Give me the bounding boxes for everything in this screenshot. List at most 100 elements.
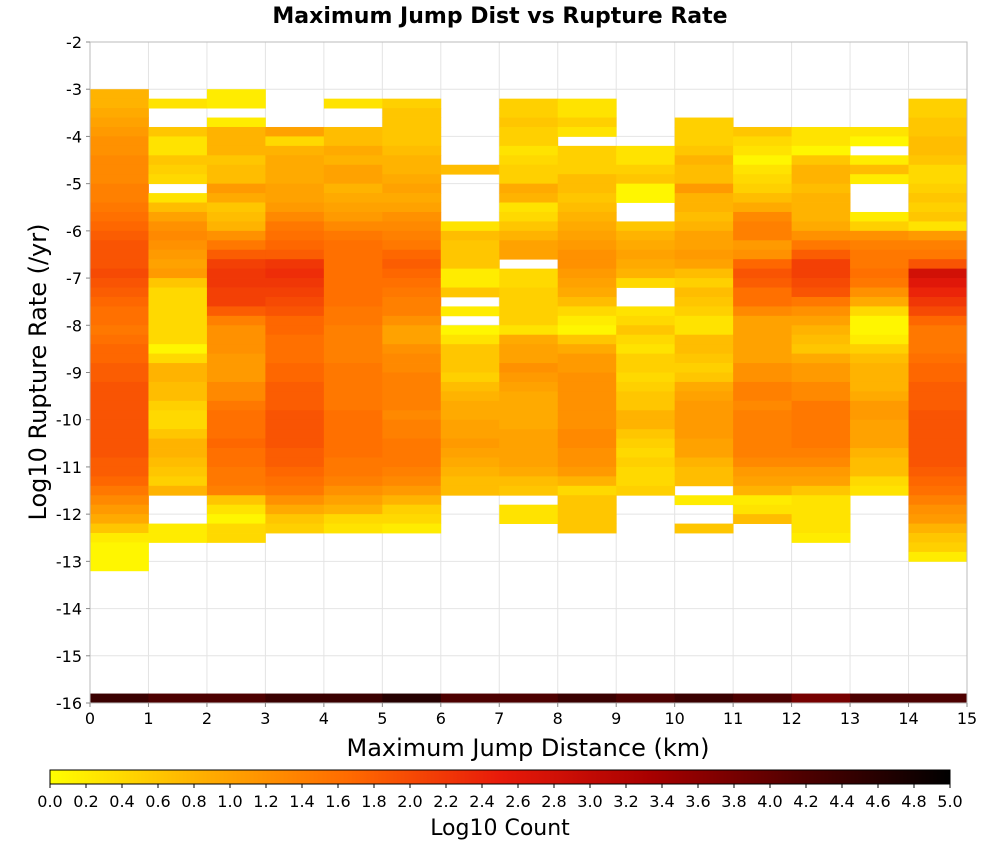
heatmap-cell	[206, 117, 266, 128]
heatmap-cell	[557, 249, 617, 260]
heatmap-cell	[791, 221, 851, 232]
heatmap-cell	[90, 353, 149, 364]
heatmap-cell	[499, 287, 559, 298]
heatmap-cell	[499, 268, 559, 279]
x-tick-label: 10	[664, 709, 684, 728]
heatmap-cell	[850, 315, 909, 326]
heatmap-cell	[90, 240, 149, 251]
colorbar-tick-label: 4.4	[829, 792, 854, 811]
heatmap-cell	[908, 448, 968, 458]
heatmap-cell	[674, 193, 734, 203]
heatmap-cell	[440, 429, 500, 439]
heatmap-cell	[265, 240, 325, 251]
heatmap-cell	[908, 542, 968, 553]
heatmap-cell	[557, 268, 617, 279]
heatmap-cell	[850, 438, 909, 449]
heatmap-cell	[557, 155, 617, 166]
heatmap-cell	[382, 183, 442, 194]
heatmap-cell	[674, 410, 734, 421]
heatmap-cell	[323, 448, 383, 458]
heatmap-cell	[733, 334, 792, 345]
colorbar-tick-label: 4.0	[757, 792, 782, 811]
heatmap-cell	[499, 448, 559, 458]
heatmap-cell	[850, 325, 909, 336]
heatmap-cell	[382, 514, 442, 524]
heatmap-cell	[323, 136, 383, 147]
colorbar-tick-label: 3.0	[577, 792, 602, 811]
heatmap-cell	[557, 344, 617, 355]
heatmap-cell	[733, 325, 792, 336]
heatmap-cell	[323, 164, 383, 175]
heatmap-cell	[90, 523, 149, 534]
heatmap-cell	[440, 476, 500, 487]
heatmap-cell	[557, 296, 617, 307]
heatmap-cell	[557, 438, 617, 449]
colorbar-tick-label: 2.8	[541, 792, 566, 811]
heatmap-cell	[323, 410, 383, 421]
heatmap-cell	[206, 523, 266, 534]
heatmap-cell	[382, 296, 442, 307]
heatmap-cell	[850, 429, 909, 439]
heatmap-cell	[265, 363, 325, 373]
heatmap-cell	[850, 240, 909, 251]
heatmap-cell	[206, 504, 266, 515]
heatmap-cell	[382, 108, 442, 118]
colorbar-tick-label: 5.0	[937, 792, 962, 811]
heatmap-cell	[733, 429, 792, 439]
heatmap-cell	[616, 315, 676, 326]
heatmap-cell	[382, 693, 442, 704]
heatmap-cell	[908, 391, 968, 402]
heatmap-cell	[323, 268, 383, 279]
heatmap-cell	[90, 693, 149, 704]
heatmap-cell	[674, 259, 734, 270]
heatmap-cell	[908, 315, 968, 326]
heatmap-cell	[440, 448, 500, 458]
heatmap-cell	[148, 438, 208, 449]
heatmap-cell	[265, 164, 325, 175]
heatmap-cell	[148, 476, 208, 487]
heatmap-cell	[791, 353, 851, 364]
heatmap-cell	[206, 372, 266, 383]
chart-title: Maximum Jump Dist vs Rupture Rate	[272, 4, 727, 29]
heatmap-cell	[206, 410, 266, 421]
x-tick-label: 1	[143, 709, 153, 728]
heatmap-cell	[440, 325, 500, 336]
heatmap-cell	[382, 136, 442, 147]
heatmap-cell	[674, 211, 734, 222]
heatmap-cell	[265, 126, 325, 137]
heatmap-cell	[733, 448, 792, 458]
heatmap-cell	[850, 155, 909, 166]
heatmap-cell	[850, 391, 909, 402]
y-tick-label: -13	[56, 552, 82, 571]
heatmap-cell	[733, 202, 792, 213]
heatmap-cell	[440, 353, 500, 364]
heatmap-cell	[382, 98, 442, 109]
heatmap-cell	[323, 259, 383, 270]
heatmap-cell	[733, 466, 792, 477]
y-tick-label: -9	[66, 364, 82, 383]
heatmap-cell	[90, 315, 149, 326]
heatmap-cell	[265, 268, 325, 279]
heatmap-cell	[206, 495, 266, 506]
heatmap-cell	[382, 334, 442, 345]
heatmap-cell	[323, 495, 383, 506]
heatmap-cell	[908, 514, 968, 524]
heatmap-cell	[382, 155, 442, 166]
heatmap-cell	[616, 145, 676, 156]
heatmap-cell	[908, 306, 968, 317]
heatmap-cell	[206, 363, 266, 373]
y-tick-label: -3	[66, 80, 82, 99]
heatmap-cell	[148, 448, 208, 458]
heatmap-cell	[382, 363, 442, 373]
heatmap-cell	[382, 145, 442, 156]
heatmap-cell	[557, 466, 617, 477]
heatmap-cell	[440, 334, 500, 345]
heatmap-cell	[382, 193, 442, 203]
colorbar-tick-label: 2.4	[469, 792, 494, 811]
heatmap-cell	[557, 174, 617, 185]
heatmap-cell	[616, 381, 676, 392]
heatmap-cell	[323, 278, 383, 288]
heatmap-cell	[557, 419, 617, 430]
heatmap-cell	[206, 136, 266, 147]
heatmap-cell	[148, 155, 208, 166]
